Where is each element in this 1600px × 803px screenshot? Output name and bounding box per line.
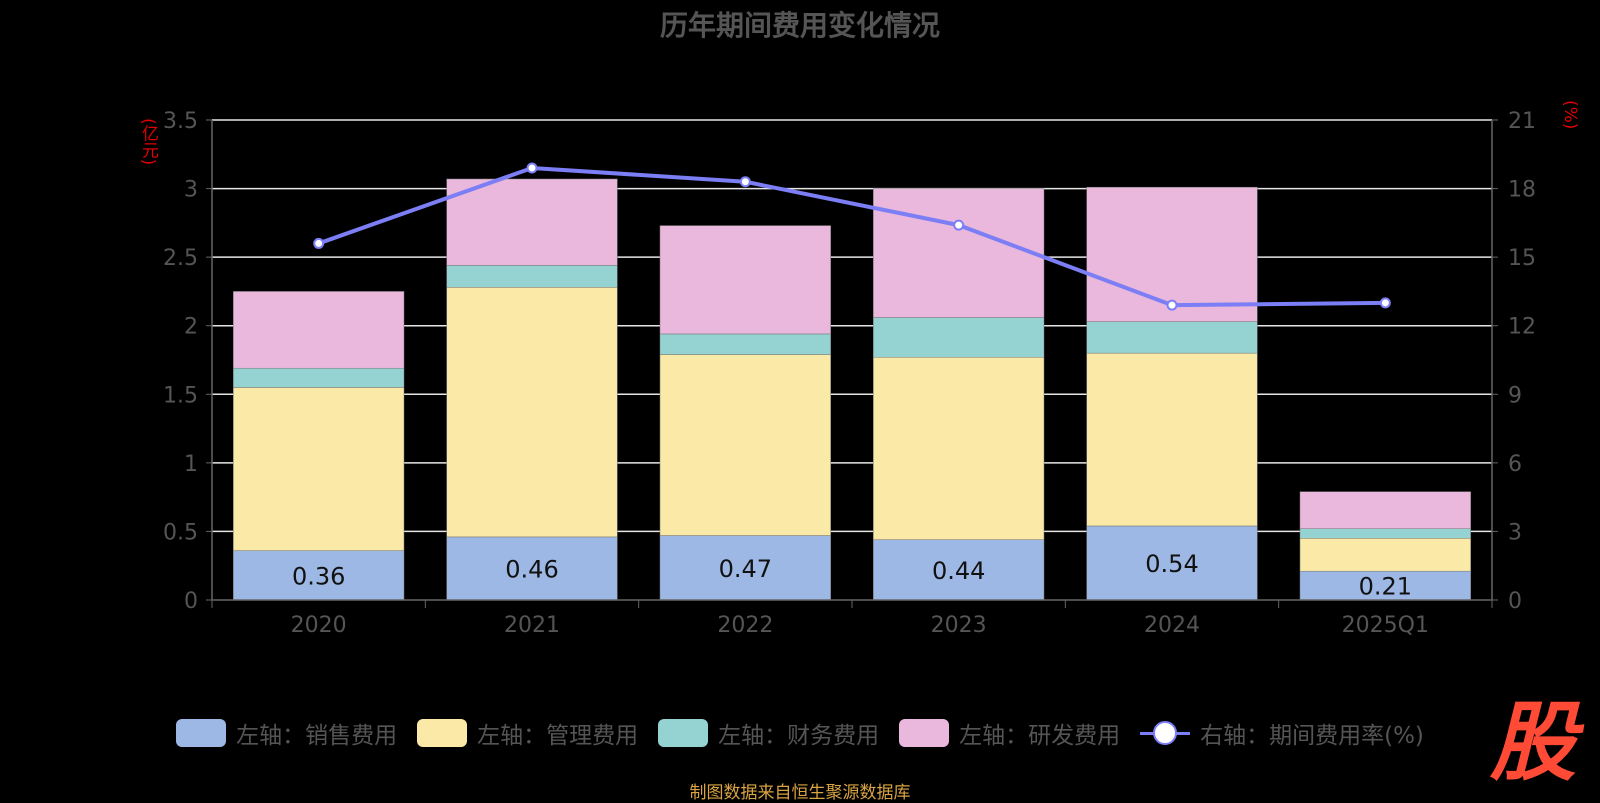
x-axis-tick-label: 2020 [291,613,347,638]
left-axis-tick-label: 1 [184,452,198,477]
bar-segment-2 [659,333,831,355]
legend-item-admin[interactable]: 左轴：管理费用 [417,716,638,750]
chart-legend: 左轴：销售费用 左轴：管理费用 左轴：财务费用 左轴：研发费用 右轴：期间费用率… [0,716,1600,750]
bar-segment-2 [1086,321,1258,354]
left-axis-tick-label: 2 [184,315,198,340]
legend-item-rnd[interactable]: 左轴：研发费用 [899,716,1120,750]
bar-segment-0 [1299,570,1471,601]
bar-segment-1 [659,354,831,536]
right-axis-tick-label: 12 [1508,315,1536,340]
expense-ratio-line [317,166,1386,308]
bar-segment-1 [873,357,1045,540]
bar-segment-2 [873,317,1045,358]
bar-segment-1 [1299,538,1471,572]
bar-segment-1 [1086,352,1258,527]
bar-segment-0 [1086,525,1258,601]
right-axis-tick-label: 21 [1508,109,1536,134]
expense-ratio-point [313,237,325,249]
bar-data-label: 0.36 [292,562,345,590]
right-axis-tick-label: 0 [1508,589,1522,614]
legend-swatch-finance [658,719,709,747]
chart-canvas: 0 0.5 1 1.5 2 2.5 3 3.5 0 3 6 9 12 15 18 21 0.36 2020 0.46… [163,109,1536,638]
brand-logo: 股 [1490,693,1576,793]
legend-item-sales[interactable]: 左轴：销售费用 [176,716,397,750]
right-axis-tick-label: 9 [1508,383,1522,408]
legend-label-finance: 左轴：财务费用 [718,723,880,749]
right-axis-unit: (%) [1560,100,1580,130]
bar-segment-2 [446,265,618,288]
expense-ratio-point [1379,297,1391,309]
bar-data-label: 0.44 [932,557,985,585]
legend-swatch-expense-ratio [1140,719,1191,747]
legend-item-expense-ratio[interactable]: 右轴：期间费用率(%) [1140,716,1424,750]
left-axis-tick-label: 3 [184,178,198,203]
bar-data-label: 0.47 [719,555,772,583]
x-axis-tick-label: 2022 [717,613,773,638]
bar-segment-1 [446,287,618,538]
bar-segment-0 [446,536,618,601]
x-axis-tick-label: 2023 [931,613,987,638]
right-axis-tick-label: 18 [1508,178,1536,203]
legend-item-finance[interactable]: 左轴：财务费用 [658,716,879,750]
bar-segment-1 [233,387,405,551]
x-axis-tick-label: 2025Q1 [1342,613,1429,638]
legend-label-rnd: 左轴：研发费用 [959,723,1121,749]
data-source-note: 制图数据来自恒生聚源数据库 [689,783,911,803]
expense-ratio-point [526,162,538,174]
bar-segment-3 [1086,186,1258,322]
bar-data-label: 0.21 [1359,573,1412,601]
legend-swatch-rnd [899,719,950,747]
bar-segment-3 [873,188,1045,318]
bar-segment-2 [1299,528,1471,539]
legend-swatch-sales [176,719,227,747]
bar-segment-0 [659,535,831,601]
bar-segment-0 [233,550,405,601]
expense-ratio-point [739,176,751,188]
expense-ratio-point [953,219,965,231]
legend-label-admin: 左轴：管理费用 [477,723,639,749]
bar-segment-3 [1299,491,1471,529]
x-axis-tick-label: 2024 [1144,613,1200,638]
left-axis-tick-label: 2.5 [163,246,198,271]
right-axis-tick-label: 15 [1508,246,1536,271]
bar-segment-3 [446,178,618,266]
legend-label-sales: 左轴：销售费用 [236,723,398,749]
bar-segment-2 [233,367,405,388]
legend-label-expense-ratio: 右轴：期间费用率(%) [1200,723,1424,749]
legend-swatch-admin [417,719,468,747]
left-axis-tick-label: 1.5 [163,383,198,408]
left-axis-tick-label: 0.5 [163,520,198,545]
right-axis-tick-label: 3 [1508,520,1522,545]
bar-segment-0 [873,539,1045,601]
chart-title: 历年期间费用变化情况 [659,9,940,42]
expense-ratio-point [1166,299,1178,311]
bar-data-label: 0.54 [1145,550,1198,578]
bar-data-label: 0.46 [505,555,558,583]
right-axis-tick-label: 6 [1508,452,1522,477]
x-axis-tick-label: 2021 [504,613,560,638]
left-axis-tick-label: 3.5 [163,109,198,134]
left-axis-unit: (亿元) [138,118,158,166]
bar-segment-3 [233,291,405,369]
left-axis-tick-label: 0 [184,589,198,614]
bar-segment-3 [659,225,831,335]
